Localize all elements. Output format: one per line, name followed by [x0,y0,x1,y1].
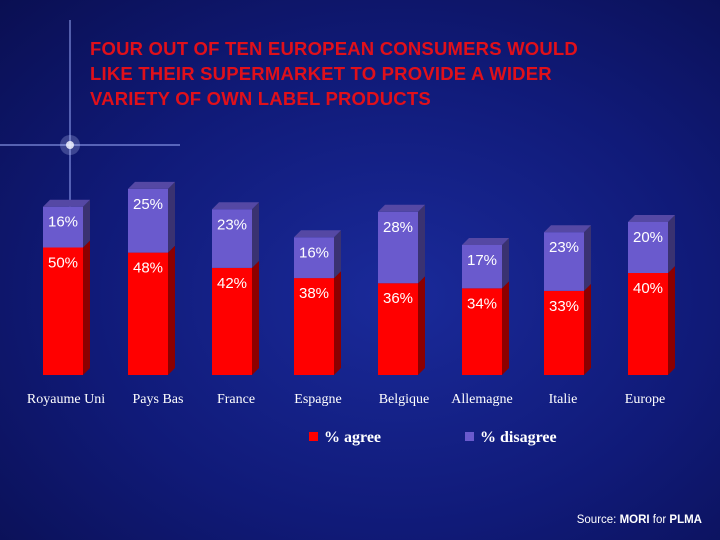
bar-agree [544,290,584,375]
legend: % agree % disagree [309,429,557,446]
bar-top [294,230,341,238]
data-label-disagree: 16% [48,214,78,231]
legend-label: % agree [324,429,381,446]
bar-agree-side [418,276,425,375]
bar-agree-side [83,240,90,375]
source-note: Source: MORI for PLMA [577,514,702,526]
category-label: Espagne [294,392,341,407]
bar-top [43,199,90,207]
data-label-agree: 36% [383,290,413,307]
bar-disagree-side [584,225,591,291]
data-label-agree: 40% [633,280,663,297]
bar-group: 48% 25% [128,181,175,375]
bar-group: 38% 16% [294,230,341,375]
source-mid: for [649,514,670,526]
bar-agree-side [668,266,675,375]
bar-disagree-side [418,204,425,284]
bar-disagree [128,188,168,253]
flare-decoration [0,20,180,215]
bar-group: 36% 28% [378,204,425,375]
category-label: Pays Bas [133,392,184,407]
bar-group: 33% 23% [544,225,591,375]
source-org: MORI [619,514,650,526]
title-line-2: LIKE THEIR SUPERMARKET TO PROVIDE A WIDE… [90,63,552,84]
bar-agree [294,278,334,375]
bar-disagree [212,209,252,268]
title-line-1: FOUR OUT OF TEN EUROPEAN CONSUMERS WOULD [90,38,578,59]
bar-top [628,215,675,222]
bar-agree [628,273,668,375]
bar-agree [212,267,252,375]
data-label-disagree: 23% [217,216,247,233]
bars-layer: 50% 16% 48% 25% 42% 23% 38% 16% 36% 28% 34% 17% 33% 2… [43,181,675,375]
category-label: Italie [549,392,578,407]
bar-agree [43,247,83,375]
data-label-disagree: 23% [549,239,579,256]
category-label: Europe [625,392,665,407]
category-label: Allemagne [451,392,512,407]
bar-group: 42% 23% [212,202,259,375]
data-label-agree: 34% [467,295,497,312]
bar-agree-side [252,260,259,375]
bar-top [128,181,175,189]
title-line-3: VARIETY OF OWN LABEL PRODUCTS [90,88,431,109]
bar-agree-side [334,271,341,375]
bar-disagree [378,211,418,284]
bar-agree [378,283,418,375]
bar-group: 50% 16% [43,199,90,375]
bar-disagree-side [252,202,259,268]
category-label: Belgique [379,392,430,407]
data-label-agree: 38% [299,285,329,302]
bar-disagree-side [168,181,175,253]
bar-group: 34% 17% [462,237,509,375]
data-label-disagree: 20% [633,229,663,246]
legend-swatch [465,432,474,441]
source-prefix: Source: [576,514,620,526]
bar-disagree [628,222,668,273]
category-labels: Royaume Uni Pays Bas France Espagne Belgique… [27,392,665,407]
bar-agree [462,288,502,375]
bar-agree [128,252,168,375]
data-label-disagree: 16% [299,244,329,261]
bar-disagree-side [502,237,509,289]
data-label-disagree: 17% [467,252,497,269]
bar-disagree-side [83,199,90,248]
bar-disagree-side [668,215,675,273]
slide-title: FOUR OUT OF TEN EUROPEAN CONSUMERS WOULD… [90,36,690,111]
source-client: PLMA [669,514,702,526]
category-label: France [217,392,255,407]
bar-agree-side [502,281,509,375]
category-label: Royaume Uni [27,392,105,407]
legend-swatch [309,432,318,441]
bar-disagree [544,232,584,291]
bar-disagree-side [334,230,341,279]
bar-agree-side [168,245,175,375]
bar-top [212,202,259,210]
data-label-agree: 48% [133,260,163,277]
data-label-agree: 33% [549,298,579,315]
bar-group: 40% 20% [628,215,675,375]
bar-disagree [462,244,502,289]
bar-disagree [43,206,83,248]
bar-top [378,204,425,212]
bar-top [462,237,509,245]
data-label-disagree: 28% [383,219,413,236]
bar-top [544,225,591,233]
bar-disagree [294,237,334,279]
legend-label: % disagree [480,429,557,446]
data-label-agree: 50% [48,255,78,272]
data-label-disagree: 25% [133,196,163,213]
data-label-agree: 42% [217,275,247,292]
bar-agree-side [584,283,591,375]
